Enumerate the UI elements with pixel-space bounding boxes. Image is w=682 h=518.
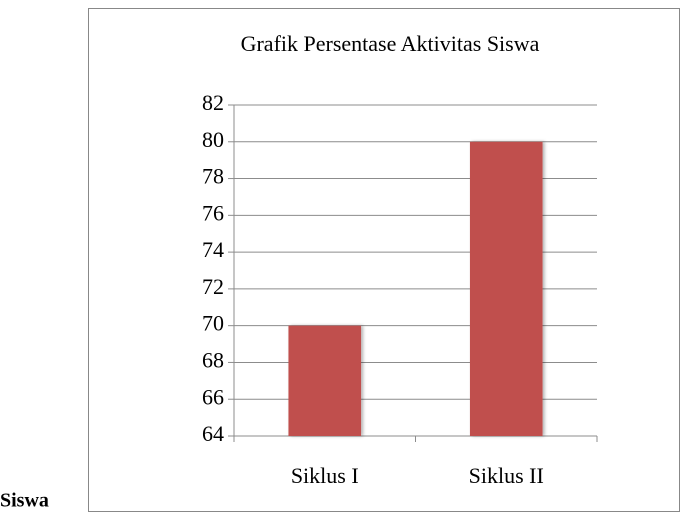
y-tick-label: 82 (202, 90, 224, 115)
y-tick-label: 70 (202, 311, 224, 336)
chart-title: Grafik Persentase Aktivitas Siswa (241, 31, 540, 56)
y-tick-label: 64 (202, 421, 224, 446)
x-tick-label: Siklus I (291, 463, 359, 488)
bar (288, 325, 362, 436)
y-tick-label: 74 (202, 237, 224, 262)
y-tick-label: 78 (202, 164, 224, 189)
x-tick-label: Siklus II (469, 463, 544, 488)
y-tick-label: 72 (202, 274, 224, 299)
y-tick-label: 68 (202, 347, 224, 372)
y-tick-label: 66 (202, 384, 224, 409)
y-tick-label: 76 (202, 200, 224, 225)
chart-frame (88, 8, 680, 512)
y-tick-label: 80 (202, 127, 224, 152)
bar (469, 141, 543, 436)
caption: Siswa (0, 490, 49, 512)
